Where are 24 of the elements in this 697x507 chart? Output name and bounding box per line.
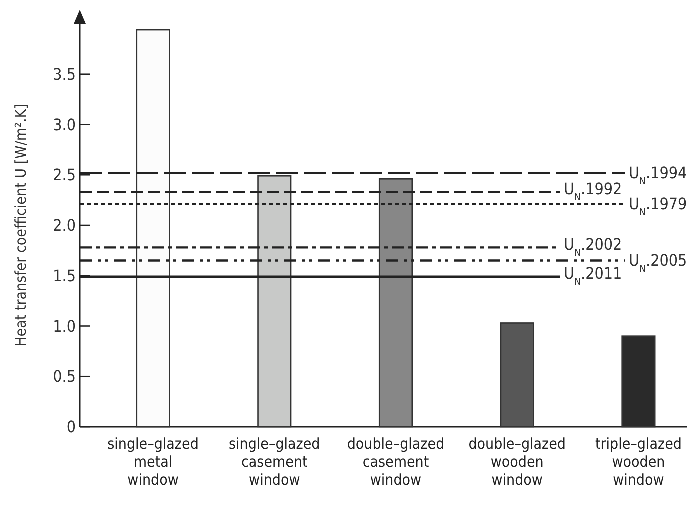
bar bbox=[500, 322, 534, 428]
bar bbox=[136, 29, 170, 428]
x-tick-label: single–glazed metal window bbox=[108, 435, 199, 489]
y-tick-label: 3.5 bbox=[53, 64, 76, 84]
x-tick-label: double–glazed casement window bbox=[347, 435, 445, 489]
ref-line-label: U$_{N}$.1992 bbox=[564, 180, 622, 204]
y-axis-title: Heat transfer coefficient U [W/m².K] bbox=[12, 104, 30, 347]
bar bbox=[258, 175, 292, 428]
ref-line-label: U$_{N}$.2011 bbox=[564, 264, 622, 288]
y-tick-label: 3.0 bbox=[53, 115, 76, 134]
y-tick-label: 2.0 bbox=[53, 216, 76, 236]
ref-line-label: U$_{N}$.2002 bbox=[564, 234, 622, 258]
y-tick-label: 1.0 bbox=[53, 316, 76, 336]
x-tick-label: single–glazed casement window bbox=[229, 435, 320, 489]
x-tick-label: triple–glazed wooden window bbox=[595, 435, 682, 489]
y-tick-label: 0 bbox=[66, 418, 76, 437]
x-tick-label: double–glazed wooden window bbox=[468, 435, 566, 489]
y-tick-label: 2.5 bbox=[53, 166, 76, 185]
y-tick-label: 0.5 bbox=[53, 367, 76, 386]
ref-line-label: U$_{N}$.2005 bbox=[629, 251, 688, 275]
ref-line-label: U$_{N}$.1994 bbox=[629, 163, 688, 187]
bar bbox=[378, 178, 414, 428]
y-tick-label: 1.5 bbox=[53, 266, 76, 286]
ref-line-label: U$_{N}$.1979 bbox=[629, 194, 688, 218]
